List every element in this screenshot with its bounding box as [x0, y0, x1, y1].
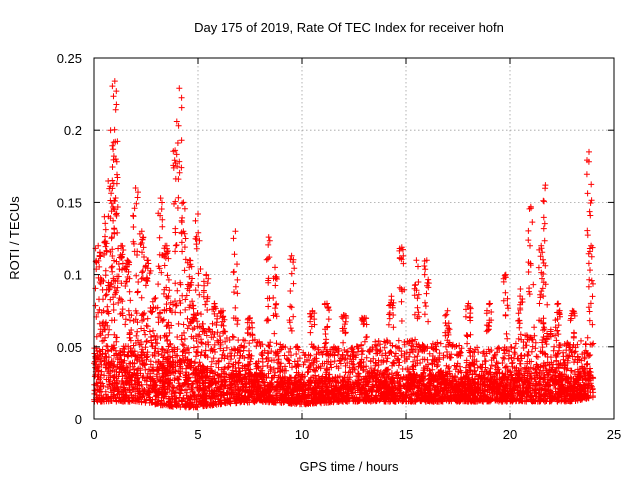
roti-markers: [91, 78, 597, 411]
data-points: [91, 78, 597, 411]
x-tick-label: 10: [295, 427, 309, 442]
x-tick-label: 15: [399, 427, 413, 442]
plot-frame: [93, 57, 615, 420]
y-tick-label: 0: [75, 412, 82, 427]
x-tick-label: 5: [194, 427, 201, 442]
y-tick-label: 0.1: [64, 268, 82, 283]
y-tick-label: 0.05: [57, 340, 82, 355]
x-axis-label: GPS time / hours: [300, 459, 399, 474]
y-axis-label: ROTI / TECUs: [7, 196, 22, 280]
x-tick-label: 0: [90, 427, 97, 442]
x-tick-label: 25: [607, 427, 621, 442]
x-tick-label: 20: [503, 427, 517, 442]
y-tick-label: 0.15: [57, 195, 82, 210]
y-tick-label: 0.2: [64, 123, 82, 138]
chart-title: Day 175 of 2019, Rate Of TEC Index for r…: [194, 20, 504, 35]
y-tick-label: 0.25: [57, 51, 82, 66]
